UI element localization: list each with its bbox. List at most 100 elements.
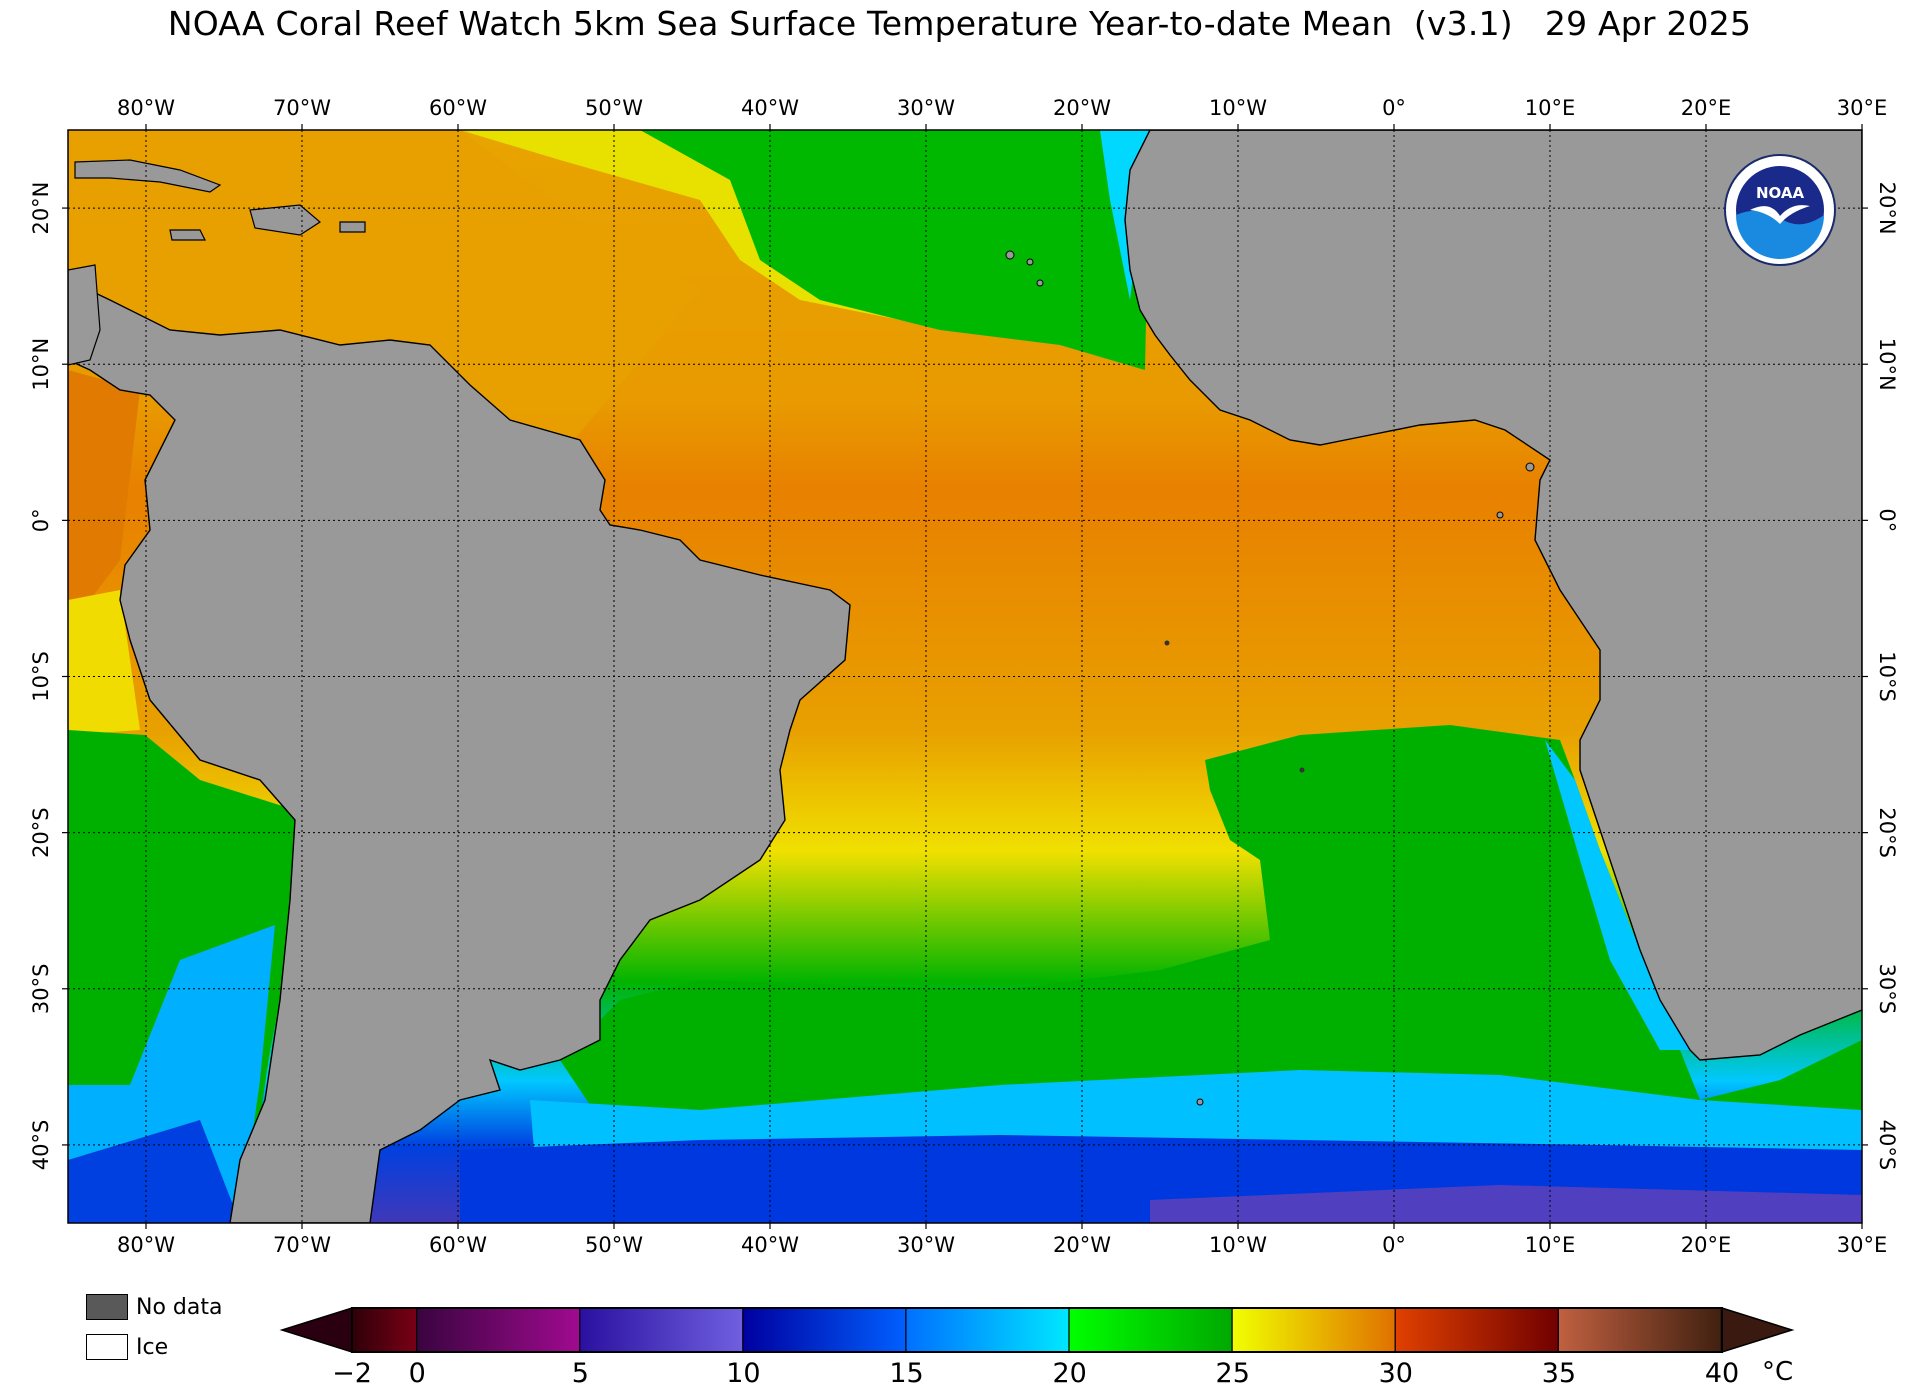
colorbar-frame <box>351 1307 1723 1353</box>
lat-label-right: 10°N <box>1875 338 1899 391</box>
land-st-helena <box>1299 767 1305 773</box>
legend-ice-label: Ice <box>136 1334 169 1360</box>
colorbar-segment <box>906 1308 1070 1352</box>
land-puerto-rico <box>339 221 366 233</box>
colorbar-tick-label: 35 <box>1542 1358 1576 1389</box>
legend-no-data-label: No data <box>136 1294 223 1320</box>
lat-label-right: 20°N <box>1875 182 1899 235</box>
lon-label-top: 60°W <box>429 96 487 120</box>
colorbar-tick-label: 20 <box>1052 1358 1086 1389</box>
lon-label-bottom: 60°W <box>429 1233 487 1257</box>
lon-label-top: 70°W <box>273 96 331 120</box>
colorbar-under-arrow <box>279 1306 353 1354</box>
lat-label-left: 40°S <box>29 1120 53 1171</box>
colorbar-tick-label: 30 <box>1379 1358 1413 1389</box>
noaa-logo-text: NOAA <box>1756 184 1805 202</box>
graticule <box>68 130 1862 1223</box>
sst-green-northeast <box>640 130 1150 370</box>
land-cuba <box>74 159 222 193</box>
colorbar-tick-label: 5 <box>572 1358 589 1389</box>
sst-orange-pacific <box>68 370 140 600</box>
lat-label-right: 10°S <box>1875 651 1899 702</box>
lat-label-left: 20°N <box>29 182 53 235</box>
lon-label-bottom: 10°E <box>1525 1233 1576 1257</box>
latitude-labels-right: 20°N 10°N 0° 10°S 20°S 30°S 40°S <box>1875 182 1899 1171</box>
colorbar-tick-label: 0 <box>409 1358 426 1389</box>
land-cape-verde-3 <box>1036 279 1044 287</box>
lon-label-bottom: 20°E <box>1681 1233 1732 1257</box>
lon-label-bottom: 0° <box>1382 1233 1406 1257</box>
colorbar-segment <box>352 1308 418 1352</box>
colorbar-segment <box>1232 1308 1396 1352</box>
land-cape-verde-2 <box>1026 258 1034 266</box>
lat-label-right: 30°S <box>1875 964 1899 1015</box>
lon-label-top: 30°E <box>1837 96 1888 120</box>
colorbar-over-arrow <box>1721 1306 1795 1354</box>
colorbar-tick-labels: −2 0 5 10 15 20 25 30 35 40 <box>332 1358 1739 1389</box>
colorbar-unit: °C <box>1762 1357 1793 1387</box>
lon-label-top: 0° <box>1382 96 1406 120</box>
colorbar-segment <box>1558 1308 1722 1352</box>
legend-no-data-swatch <box>86 1294 128 1320</box>
colorbar-segment <box>417 1308 581 1352</box>
sst-orange-caribbean <box>68 130 700 480</box>
colorbar-segment <box>1395 1308 1559 1352</box>
lon-label-bottom: 70°W <box>273 1233 331 1257</box>
sst-cyan-benguela <box>1545 740 1690 1050</box>
colorbar-tick-label: −2 <box>332 1358 372 1389</box>
sst-green-south <box>560 725 1862 1160</box>
lon-label-top: 10°E <box>1525 96 1576 120</box>
land-bioko <box>1525 462 1535 472</box>
lon-label-top: 50°W <box>585 96 643 120</box>
lat-label-right: 40°S <box>1875 1120 1899 1171</box>
colorbar-tick-label: 40 <box>1705 1358 1739 1389</box>
lon-label-top: 80°W <box>117 96 175 120</box>
axis-ticks <box>62 124 1868 1229</box>
sst-blue-pacific <box>68 1120 240 1223</box>
colorbar-segment <box>580 1308 744 1352</box>
sst-purple-south <box>1150 1185 1862 1223</box>
lon-label-bottom: 40°W <box>741 1233 799 1257</box>
longitude-labels-top: 80°W 70°W 60°W 50°W 40°W 30°W 20°W 10°W 0° 10°E 20… <box>117 96 1887 120</box>
colorbar-tick-label: 25 <box>1216 1358 1250 1389</box>
colorbar-tick-label: 10 <box>726 1358 760 1389</box>
land-africa <box>1124 130 1862 1061</box>
legend-ice: Ice <box>86 1334 168 1360</box>
colorbar-segment <box>743 1308 907 1352</box>
colorbar <box>279 1306 1795 1354</box>
lat-label-left: 10°N <box>29 338 53 391</box>
land-tristan <box>1196 1098 1204 1106</box>
legend-ice-swatch <box>86 1334 128 1360</box>
lat-label-left: 10°S <box>29 651 53 702</box>
colorbar-tick-label: 15 <box>889 1358 923 1389</box>
lat-label-left: 30°S <box>29 964 53 1015</box>
land-central-america <box>68 264 101 366</box>
lon-label-bottom: 10°W <box>1209 1233 1267 1257</box>
lon-label-top: 30°W <box>897 96 955 120</box>
latitude-labels-left: 20°N 10°N 0° 10°S 20°S 30°S 40°S <box>29 182 53 1171</box>
map-title: NOAA Coral Reef Watch 5km Sea Surface Te… <box>167 4 1752 43</box>
land-ascension <box>1164 640 1170 646</box>
colorbar-segment <box>1069 1308 1233 1352</box>
lon-label-top: 20°W <box>1053 96 1111 120</box>
land-cape-verde-1 <box>1005 250 1015 260</box>
lat-label-left: 20°S <box>29 807 53 858</box>
land-south-america <box>68 279 851 1223</box>
lon-label-top: 40°W <box>741 96 799 120</box>
land-sao-tome <box>1496 511 1504 519</box>
lon-label-bottom: 30°E <box>1837 1233 1888 1257</box>
lat-label-right: 20°S <box>1875 807 1899 858</box>
land-hispaniola <box>249 204 322 236</box>
land-jamaica <box>169 229 206 241</box>
lon-label-bottom: 50°W <box>585 1233 643 1257</box>
longitude-labels-bottom: 80°W 70°W 60°W 50°W 40°W 30°W 20°W 10°W 0° 10°E 20… <box>117 1233 1887 1257</box>
lon-label-top: 20°E <box>1681 96 1732 120</box>
lon-label-top: 10°W <box>1209 96 1267 120</box>
sst-yellow-pacific <box>68 590 140 735</box>
noaa-logo: NOAA <box>1724 154 1836 266</box>
lon-label-bottom: 30°W <box>897 1233 955 1257</box>
lon-label-bottom: 80°W <box>117 1233 175 1257</box>
lat-label-right: 0° <box>1875 508 1899 532</box>
lon-label-bottom: 20°W <box>1053 1233 1111 1257</box>
